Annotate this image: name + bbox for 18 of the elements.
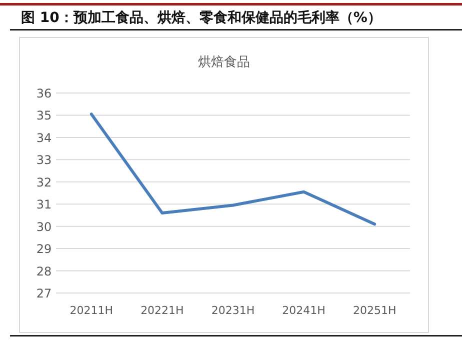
x-tick-label: 20221H bbox=[140, 304, 184, 317]
y-tick-label: 35 bbox=[36, 108, 52, 123]
y-tick-label: 28 bbox=[36, 264, 52, 278]
x-tick-label: 20251H bbox=[352, 304, 396, 317]
line-series bbox=[90, 112, 376, 226]
y-tick-label: 33 bbox=[36, 153, 52, 168]
x-tick-label: 20211H bbox=[70, 304, 114, 317]
y-tick-label: 31 bbox=[36, 198, 52, 212]
y-tick-label: 29 bbox=[36, 242, 52, 256]
x-tick-label: 20231H bbox=[211, 304, 255, 317]
y-tick-label: 32 bbox=[36, 175, 52, 190]
chart-title: 图 10：预加工食品、烘焙、零食和保健品的毛利率（%） bbox=[21, 9, 382, 26]
x-tick-label: 20241H bbox=[282, 304, 326, 317]
chart-subtitle: 烘焙食品 bbox=[198, 55, 250, 70]
y-tick-label: 34 bbox=[36, 130, 52, 145]
y-tick-label: 27 bbox=[36, 286, 52, 300]
y-tick-label: 36 bbox=[36, 86, 52, 100]
y-tick-label: 30 bbox=[36, 220, 52, 234]
